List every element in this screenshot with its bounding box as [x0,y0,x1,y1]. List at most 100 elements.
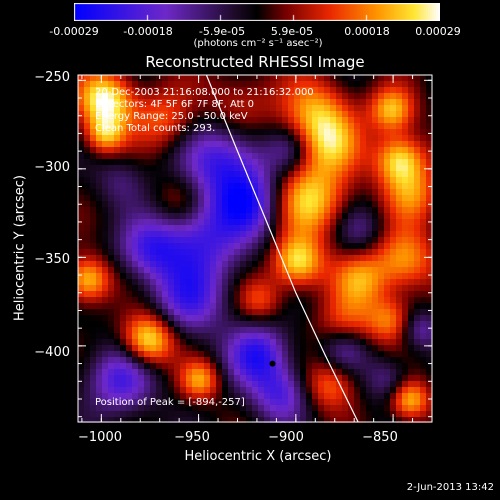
heatmap-cell [144,381,150,387]
heatmap-cell [414,273,420,279]
heatmap-cell [366,189,372,195]
heatmap-cell [156,285,162,291]
heatmap-cell [186,171,192,177]
heatmap-cell [414,351,420,357]
heatmap-cell [138,165,144,171]
heatmap-cell [300,297,306,303]
heatmap-cell [378,387,384,393]
heatmap-cell [330,267,336,273]
heatmap-cell [330,87,336,93]
heatmap-cell [318,177,324,183]
heatmap-cell [294,111,300,117]
heatmap-cell [174,315,180,321]
heatmap-cell [288,81,294,87]
heatmap-cell [174,249,180,255]
heatmap-cell [288,297,294,303]
heatmap-cell [204,87,210,93]
heatmap-cell [114,291,120,297]
heatmap-cell [282,321,288,327]
heatmap-cell [300,111,306,117]
heatmap-cell [222,177,228,183]
heatmap-cell [234,273,240,279]
heatmap-cell [342,195,348,201]
heatmap-cell [234,129,240,135]
heatmap-cell [234,339,240,345]
heatmap-cell [420,339,426,345]
heatmap-cell [186,141,192,147]
heatmap-cell [270,327,276,333]
heatmap-cell [270,207,276,213]
heatmap-cell [366,357,372,363]
heatmap-cell [222,201,228,207]
heatmap-cell [336,81,342,87]
heatmap-cell [372,153,378,159]
heatmap-cell [240,123,246,129]
heatmap-cell [402,369,408,375]
heatmap-cell [186,177,192,183]
heatmap-cell [162,75,168,81]
heatmap-cell [408,171,414,177]
heatmap-cell [276,375,282,381]
heatmap-cell [312,81,318,87]
heatmap-cell [216,87,222,93]
heatmap-cell [330,81,336,87]
heatmap-cell [234,411,240,417]
heatmap-cell [258,123,264,129]
heatmap-cell [138,219,144,225]
heatmap-cell [144,135,150,141]
heatmap-cell [198,81,204,87]
heatmap-cell [228,369,234,375]
heatmap-cell [288,87,294,93]
heatmap-cell [420,327,426,333]
heatmap-cell [342,177,348,183]
x-tick-label: −950 [174,430,210,445]
heatmap-cell [222,75,228,81]
heatmap-cell [78,339,84,345]
heatmap-cell [342,273,348,279]
heatmap-cell [354,309,360,315]
heatmap-cell [270,405,276,411]
heatmap-cell [204,381,210,387]
heatmap-cell [78,321,84,327]
heatmap-cell [348,201,354,207]
heatmap-cell [312,141,318,147]
heatmap-cell [360,291,366,297]
heatmap-cell [210,375,216,381]
heatmap-cell [78,243,84,249]
heatmap-cell [420,267,426,273]
heatmap-cell [288,207,294,213]
heatmap-cell [402,291,408,297]
heatmap-cell [150,369,156,375]
info-line-detectors: Detectors: 4F 5F 6F 7F 8F, Att 0 [95,99,255,110]
heatmap-cell [162,399,168,405]
heatmap-cell [342,243,348,249]
heatmap-cell [348,291,354,297]
heatmap-cell [366,333,372,339]
heatmap-cell [252,273,258,279]
heatmap-cell [366,165,372,171]
heatmap-cell [192,105,198,111]
heatmap-cell [102,75,108,81]
heatmap-cell [168,207,174,213]
heatmap-cell [342,207,348,213]
heatmap-cell [162,231,168,237]
heatmap-cell [108,417,114,423]
heatmap-cell [132,339,138,345]
heatmap-cell [252,375,258,381]
heatmap-cell [132,381,138,387]
heatmap-cell [396,315,402,321]
heatmap-cell [336,93,342,99]
heatmap-cell [216,327,222,333]
heatmap-cell [126,303,132,309]
heatmap-cell [294,381,300,387]
heatmap-cell [168,231,174,237]
heatmap-cell [138,147,144,153]
heatmap-cell [180,357,186,363]
heatmap-cell [366,291,372,297]
heatmap-cell [84,291,90,297]
heatmap-cell [234,213,240,219]
heatmap-cell [396,351,402,357]
heatmap-cell [264,243,270,249]
heatmap-cell [360,81,366,87]
heatmap-cell [348,375,354,381]
